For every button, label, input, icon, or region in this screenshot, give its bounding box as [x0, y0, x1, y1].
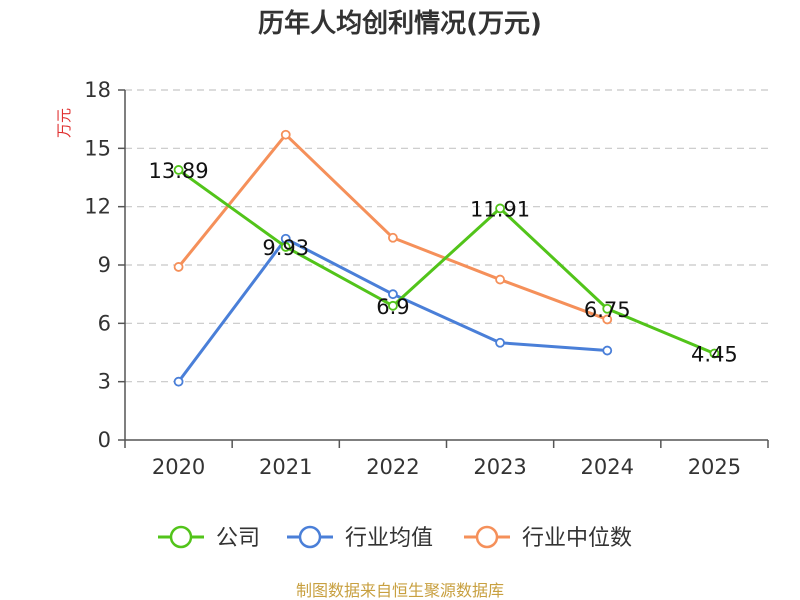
axes: 0 3 6 9 12 15 18 2020 2021 2022 2023 2024 2025 — [84, 78, 769, 479]
series-group — [173, 129, 720, 387]
data-label-2025: 4.45 — [691, 342, 738, 366]
y-tick-label-0: 0 — [98, 428, 111, 452]
legend-label-0: 公司 — [216, 526, 260, 551]
data-point-2-2022 — [388, 232, 398, 243]
legend-item-2: 行业中位数 — [464, 525, 632, 551]
data-label-2023: 11.91 — [470, 197, 530, 221]
y-tick-label-6: 6 — [98, 311, 111, 335]
data-point-1-2024 — [602, 345, 613, 356]
legend-item-0: 公司 — [158, 525, 260, 551]
legend-marker-1 — [298, 525, 322, 549]
data-point-0-2020 — [173, 165, 184, 175]
data-point-0-2024 — [602, 303, 613, 314]
data-point-2-2021 — [280, 129, 291, 140]
data-point-1-2020 — [173, 376, 184, 387]
data-source-note: 制图数据来自恒生聚源数据库 — [296, 581, 504, 600]
y-tick-label-18: 18 — [84, 78, 111, 102]
y-tick-label-9: 9 — [98, 253, 111, 277]
data-label-2022: 6.9 — [376, 295, 409, 319]
grid-lines — [125, 89, 768, 383]
x-tick-label-2025: 2025 — [688, 455, 741, 479]
legend-marker-2 — [475, 525, 499, 549]
data-label-2021: 9.93 — [262, 236, 309, 260]
legend-label-2: 行业中位数 — [522, 526, 632, 551]
data-point-2-2020 — [173, 262, 184, 272]
data-point-2-2023 — [495, 274, 505, 285]
y-tick-label-12: 12 — [84, 195, 111, 219]
x-tick-label-2022: 2022 — [366, 455, 419, 479]
x-tick-label-2020: 2020 — [152, 455, 205, 479]
data-point-0-2023 — [495, 203, 505, 214]
series-2 — [173, 129, 613, 325]
data-point-0-2021 — [280, 242, 291, 252]
data-point-1-2022 — [388, 289, 398, 300]
legend-item-1: 行业均值 — [287, 525, 433, 551]
data-point-1-2023 — [495, 337, 505, 348]
series-0 — [173, 165, 720, 359]
y-tick-label-3: 3 — [98, 370, 111, 394]
legend-label-1: 行业均值 — [345, 526, 433, 551]
x-tick-label-2021: 2021 — [259, 455, 312, 479]
chart-title: 历年人均创利情况(万元) — [258, 8, 542, 39]
data-point-0-2025 — [709, 348, 720, 359]
data-point-2-2024 — [602, 314, 613, 325]
y-tick-label-15: 15 — [84, 136, 111, 160]
y-axis-label: 万元 — [55, 108, 73, 138]
data-label-2024: 6.75 — [584, 298, 631, 322]
legend: 公司 行业均值 行业中位数 — [158, 525, 632, 551]
data-label-2020: 13.89 — [149, 159, 209, 183]
series-line-0 — [177, 168, 715, 355]
data-point-0-2022 — [388, 300, 398, 311]
x-tick-label-2023: 2023 — [473, 455, 526, 479]
x-tick-label-2024: 2024 — [581, 455, 634, 479]
data-labels: 13.89 9.93 6.9 11.91 6.75 4.45 — [149, 159, 738, 367]
legend-marker-0 — [169, 525, 193, 549]
